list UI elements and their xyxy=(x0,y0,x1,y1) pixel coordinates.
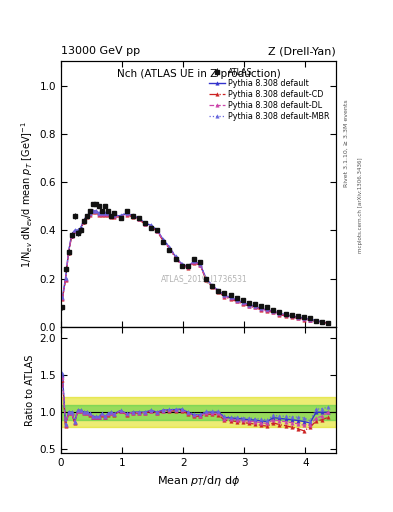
Pythia 8.308 default-CD xyxy=(91,209,95,215)
Pythia 8.308 default xyxy=(106,210,111,217)
Y-axis label: Ratio to ATLAS: Ratio to ATLAS xyxy=(25,354,35,425)
Pythia 8.308 default-MBR xyxy=(204,275,208,281)
Pythia 8.308 default-CD xyxy=(198,262,202,268)
Line: Pythia 8.308 default-DL: Pythia 8.308 default-DL xyxy=(61,210,330,325)
Pythia 8.308 default-DL xyxy=(259,306,263,312)
Text: Rivet 3.1.10, ≥ 3.3M events: Rivet 3.1.10, ≥ 3.3M events xyxy=(344,99,349,187)
Pythia 8.308 default xyxy=(326,320,331,326)
Pythia 8.308 default-DL xyxy=(60,295,65,302)
Line: Pythia 8.308 default-CD: Pythia 8.308 default-CD xyxy=(61,210,330,325)
X-axis label: Mean $p_T$/d$\eta$ d$\phi$: Mean $p_T$/d$\eta$ d$\phi$ xyxy=(157,474,240,487)
Pythia 8.308 default-DL xyxy=(106,211,111,217)
Pythia 8.308 default xyxy=(216,288,221,294)
Pythia 8.308 default xyxy=(60,295,65,301)
Pythia 8.308 default-MBR xyxy=(216,287,221,293)
Pythia 8.308 default-DL xyxy=(216,288,221,294)
Pythia 8.308 default-CD xyxy=(106,211,111,218)
Text: mcplots.cern.ch [arXiv:1306.3436]: mcplots.cern.ch [arXiv:1306.3436] xyxy=(358,157,363,252)
Y-axis label: 1/N$_{ev}$ dN$_{ev}$/d mean $p_T$ [GeV]$^{-1}$: 1/N$_{ev}$ dN$_{ev}$/d mean $p_T$ [GeV]$… xyxy=(20,121,35,268)
Pythia 8.308 default-MBR xyxy=(296,313,300,319)
Text: ATLAS_2019_I1736531: ATLAS_2019_I1736531 xyxy=(161,274,247,284)
Pythia 8.308 default xyxy=(259,306,263,312)
Pythia 8.308 default-CD xyxy=(204,276,208,283)
Bar xyxy=(61,405,336,420)
Pythia 8.308 default-DL xyxy=(198,262,202,268)
Line: Pythia 8.308 default-MBR: Pythia 8.308 default-MBR xyxy=(61,209,330,325)
Pythia 8.308 default xyxy=(91,208,95,214)
Text: Nch (ATLAS UE in Z production): Nch (ATLAS UE in Z production) xyxy=(117,70,280,79)
Line: Pythia 8.308 default: Pythia 8.308 default xyxy=(61,209,330,325)
Pythia 8.308 default-MBR xyxy=(91,207,95,214)
Pythia 8.308 default xyxy=(204,275,208,282)
Pythia 8.308 default-CD xyxy=(216,289,221,295)
Pythia 8.308 default-CD xyxy=(296,315,300,322)
Pythia 8.308 default-CD xyxy=(259,307,263,313)
Pythia 8.308 default-CD xyxy=(326,321,331,327)
Pythia 8.308 default-DL xyxy=(204,276,208,282)
Pythia 8.308 default-MBR xyxy=(106,210,111,216)
Pythia 8.308 default-MBR xyxy=(259,305,263,311)
Pythia 8.308 default-DL xyxy=(91,208,95,215)
Pythia 8.308 default xyxy=(296,314,300,320)
Pythia 8.308 default-DL xyxy=(326,320,331,326)
Pythia 8.308 default xyxy=(198,261,202,267)
Legend: ATLAS, Pythia 8.308 default, Pythia 8.308 default-CD, Pythia 8.308 default-DL, P: ATLAS, Pythia 8.308 default, Pythia 8.30… xyxy=(206,66,332,123)
Pythia 8.308 default-CD xyxy=(60,296,65,302)
Text: 13000 GeV pp: 13000 GeV pp xyxy=(61,46,140,56)
Bar xyxy=(61,397,336,427)
Text: Z (Drell-Yan): Z (Drell-Yan) xyxy=(268,46,336,56)
Pythia 8.308 default-MBR xyxy=(198,261,202,267)
Pythia 8.308 default-MBR xyxy=(326,320,331,326)
Pythia 8.308 default-DL xyxy=(296,314,300,321)
Pythia 8.308 default-MBR xyxy=(60,294,65,301)
